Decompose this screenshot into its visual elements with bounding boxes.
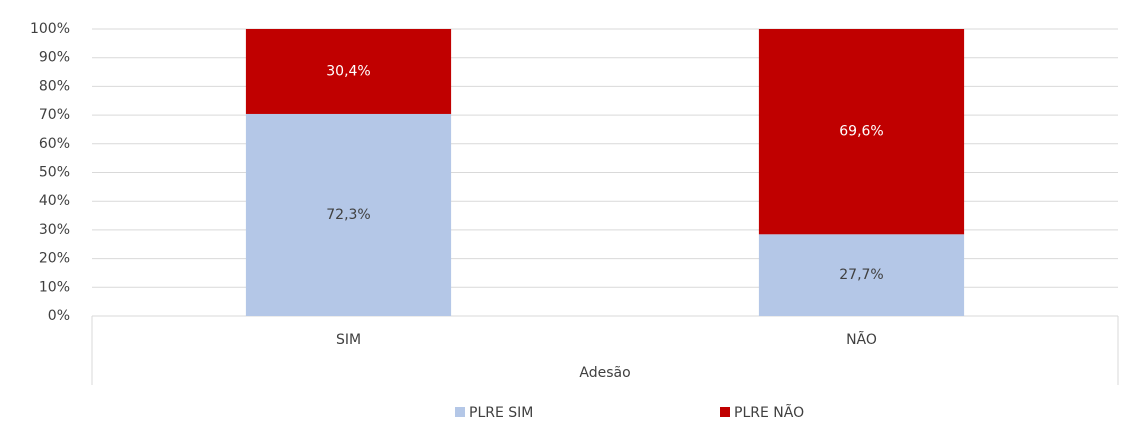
bar-segment (245, 113, 452, 316)
data-label: 27,7% (839, 267, 883, 283)
bar-segment (758, 29, 965, 235)
legend-swatch (455, 407, 465, 417)
y-tick-label: 70% (39, 107, 70, 123)
y-tick-label: 40% (39, 193, 70, 209)
x-tick-label: NÃO (846, 331, 877, 348)
y-tick-label: 20% (39, 251, 70, 267)
legend-label: PLRE NÃO (734, 404, 804, 421)
x-axis-label: Adesão (579, 365, 630, 381)
y-tick-label: 50% (39, 165, 70, 181)
data-label: 72,3% (326, 207, 370, 223)
data-label: 69,6% (839, 124, 883, 140)
bar-segment (245, 29, 452, 114)
y-tick-label: 100% (30, 21, 70, 37)
legend-label: PLRE SIM (469, 405, 533, 421)
y-tick-label: 90% (39, 50, 70, 66)
y-tick-label: 0% (48, 308, 70, 324)
bar-segment (758, 234, 965, 316)
y-tick-label: 30% (39, 222, 70, 238)
x-tick-label: SIM (336, 332, 361, 348)
legend-swatch (720, 407, 730, 417)
y-tick-label: 80% (39, 78, 70, 94)
y-tick-label: 10% (39, 279, 70, 295)
data-label: 30,4% (326, 63, 370, 79)
y-tick-label: 60% (39, 136, 70, 152)
